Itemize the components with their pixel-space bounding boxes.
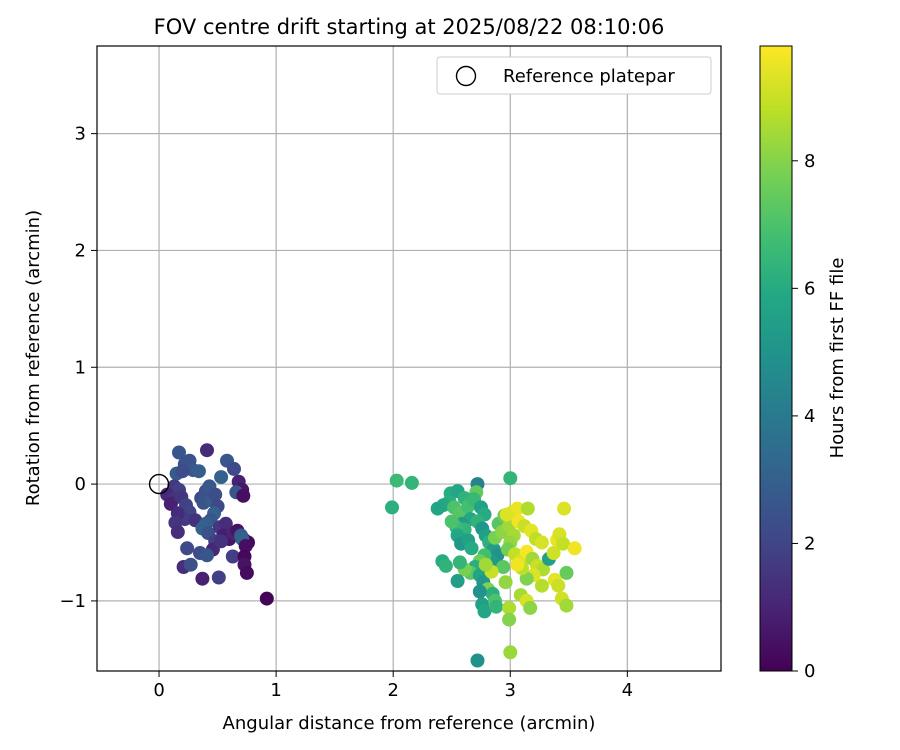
- colorbar-tick-label: 4: [804, 406, 815, 427]
- data-point: [496, 560, 511, 574]
- x-tick-label: 3: [505, 680, 516, 701]
- y-tick-label: 3: [75, 124, 86, 145]
- data-point: [200, 443, 214, 458]
- colorbar: 0 2 4 6 8 Hours from first FF file: [759, 45, 848, 682]
- data-point: [208, 487, 223, 502]
- plot-area: [96, 45, 722, 672]
- data-point: [238, 539, 253, 553]
- plot-frame: [96, 45, 722, 672]
- data-point: [489, 599, 504, 614]
- colorbar-gradient: [759, 45, 793, 672]
- colorbar-tick-label: 6: [804, 278, 815, 299]
- y-axis-label: Rotation from reference (arcmin): [23, 210, 44, 506]
- y-axis: −1 0 1 2 3: [59, 124, 97, 612]
- data-point: [534, 535, 549, 550]
- reference-platepar-marker: [148, 473, 170, 495]
- data-point: [175, 464, 190, 479]
- y-tick-label: 1: [75, 357, 86, 378]
- y-tick-label: 2: [75, 240, 86, 261]
- colorbar-label: Hours from first FF file: [827, 258, 848, 459]
- data-point: [404, 475, 419, 490]
- data-point: [503, 471, 518, 486]
- x-axis-label: Angular distance from reference (arcmin): [223, 713, 596, 734]
- data-point: [225, 549, 240, 564]
- data-point: [559, 565, 574, 580]
- data-point: [172, 445, 186, 460]
- data-point: [523, 600, 538, 615]
- data-point: [183, 557, 198, 572]
- data-point: [430, 501, 445, 516]
- data-point: [502, 600, 517, 615]
- data-point: [239, 565, 254, 580]
- data-point: [559, 598, 574, 613]
- colorbar-tick-label: 0: [804, 661, 815, 682]
- colorbar-tick-label: 2: [804, 533, 815, 554]
- data-point: [556, 536, 570, 551]
- data-point: [557, 501, 572, 516]
- plot-background: [97, 46, 721, 671]
- data-point: [510, 501, 525, 516]
- data-point: [444, 514, 459, 529]
- chart-title: FOV centre drift starting at 2025/08/22 …: [154, 15, 665, 39]
- data-points: [160, 443, 582, 668]
- data-point: [191, 464, 206, 479]
- colorbar-ticks: 0 2 4 6 8: [792, 151, 815, 682]
- y-tick-label: 0: [75, 474, 86, 495]
- reference-marker-group: [148, 473, 170, 495]
- data-point: [503, 645, 518, 660]
- colorbar-tick-label: 8: [804, 151, 815, 172]
- data-point: [236, 488, 251, 503]
- legend: Reference platepar: [436, 56, 712, 95]
- data-point: [472, 584, 487, 599]
- data-point: [438, 558, 453, 573]
- data-point: [389, 473, 404, 488]
- data-point: [170, 525, 185, 539]
- legend-marker: [455, 65, 477, 87]
- data-point: [551, 578, 566, 593]
- x-tick-label: 2: [387, 680, 398, 701]
- data-point: [477, 604, 492, 619]
- data-point: [567, 541, 582, 556]
- legend-label: Reference platepar: [503, 66, 675, 87]
- data-point: [211, 570, 226, 585]
- data-point: [259, 591, 274, 606]
- data-point: [195, 571, 210, 586]
- data-point: [510, 557, 525, 572]
- legend-box: [436, 56, 712, 95]
- x-tick-label: 4: [622, 680, 633, 701]
- data-point: [498, 575, 513, 590]
- data-point: [180, 541, 195, 556]
- data-point: [470, 653, 485, 668]
- data-point: [227, 461, 241, 476]
- data-point: [499, 507, 514, 522]
- data-point: [534, 578, 549, 593]
- data-point: [450, 574, 465, 588]
- data-point: [200, 548, 214, 563]
- x-axis: 0 1 2 3 4: [153, 671, 633, 701]
- data-point: [385, 500, 399, 515]
- data-point: [214, 534, 229, 549]
- y-tick-label: −1: [59, 591, 86, 612]
- x-tick-label: 1: [270, 680, 281, 701]
- data-point: [502, 612, 517, 627]
- data-point: [520, 501, 535, 516]
- data-point: [214, 470, 229, 485]
- data-point: [478, 557, 493, 572]
- x-tick-label: 0: [153, 680, 164, 701]
- data-point: [546, 546, 561, 560]
- data-point: [452, 555, 467, 570]
- data-point: [464, 541, 479, 556]
- data-point: [519, 571, 534, 586]
